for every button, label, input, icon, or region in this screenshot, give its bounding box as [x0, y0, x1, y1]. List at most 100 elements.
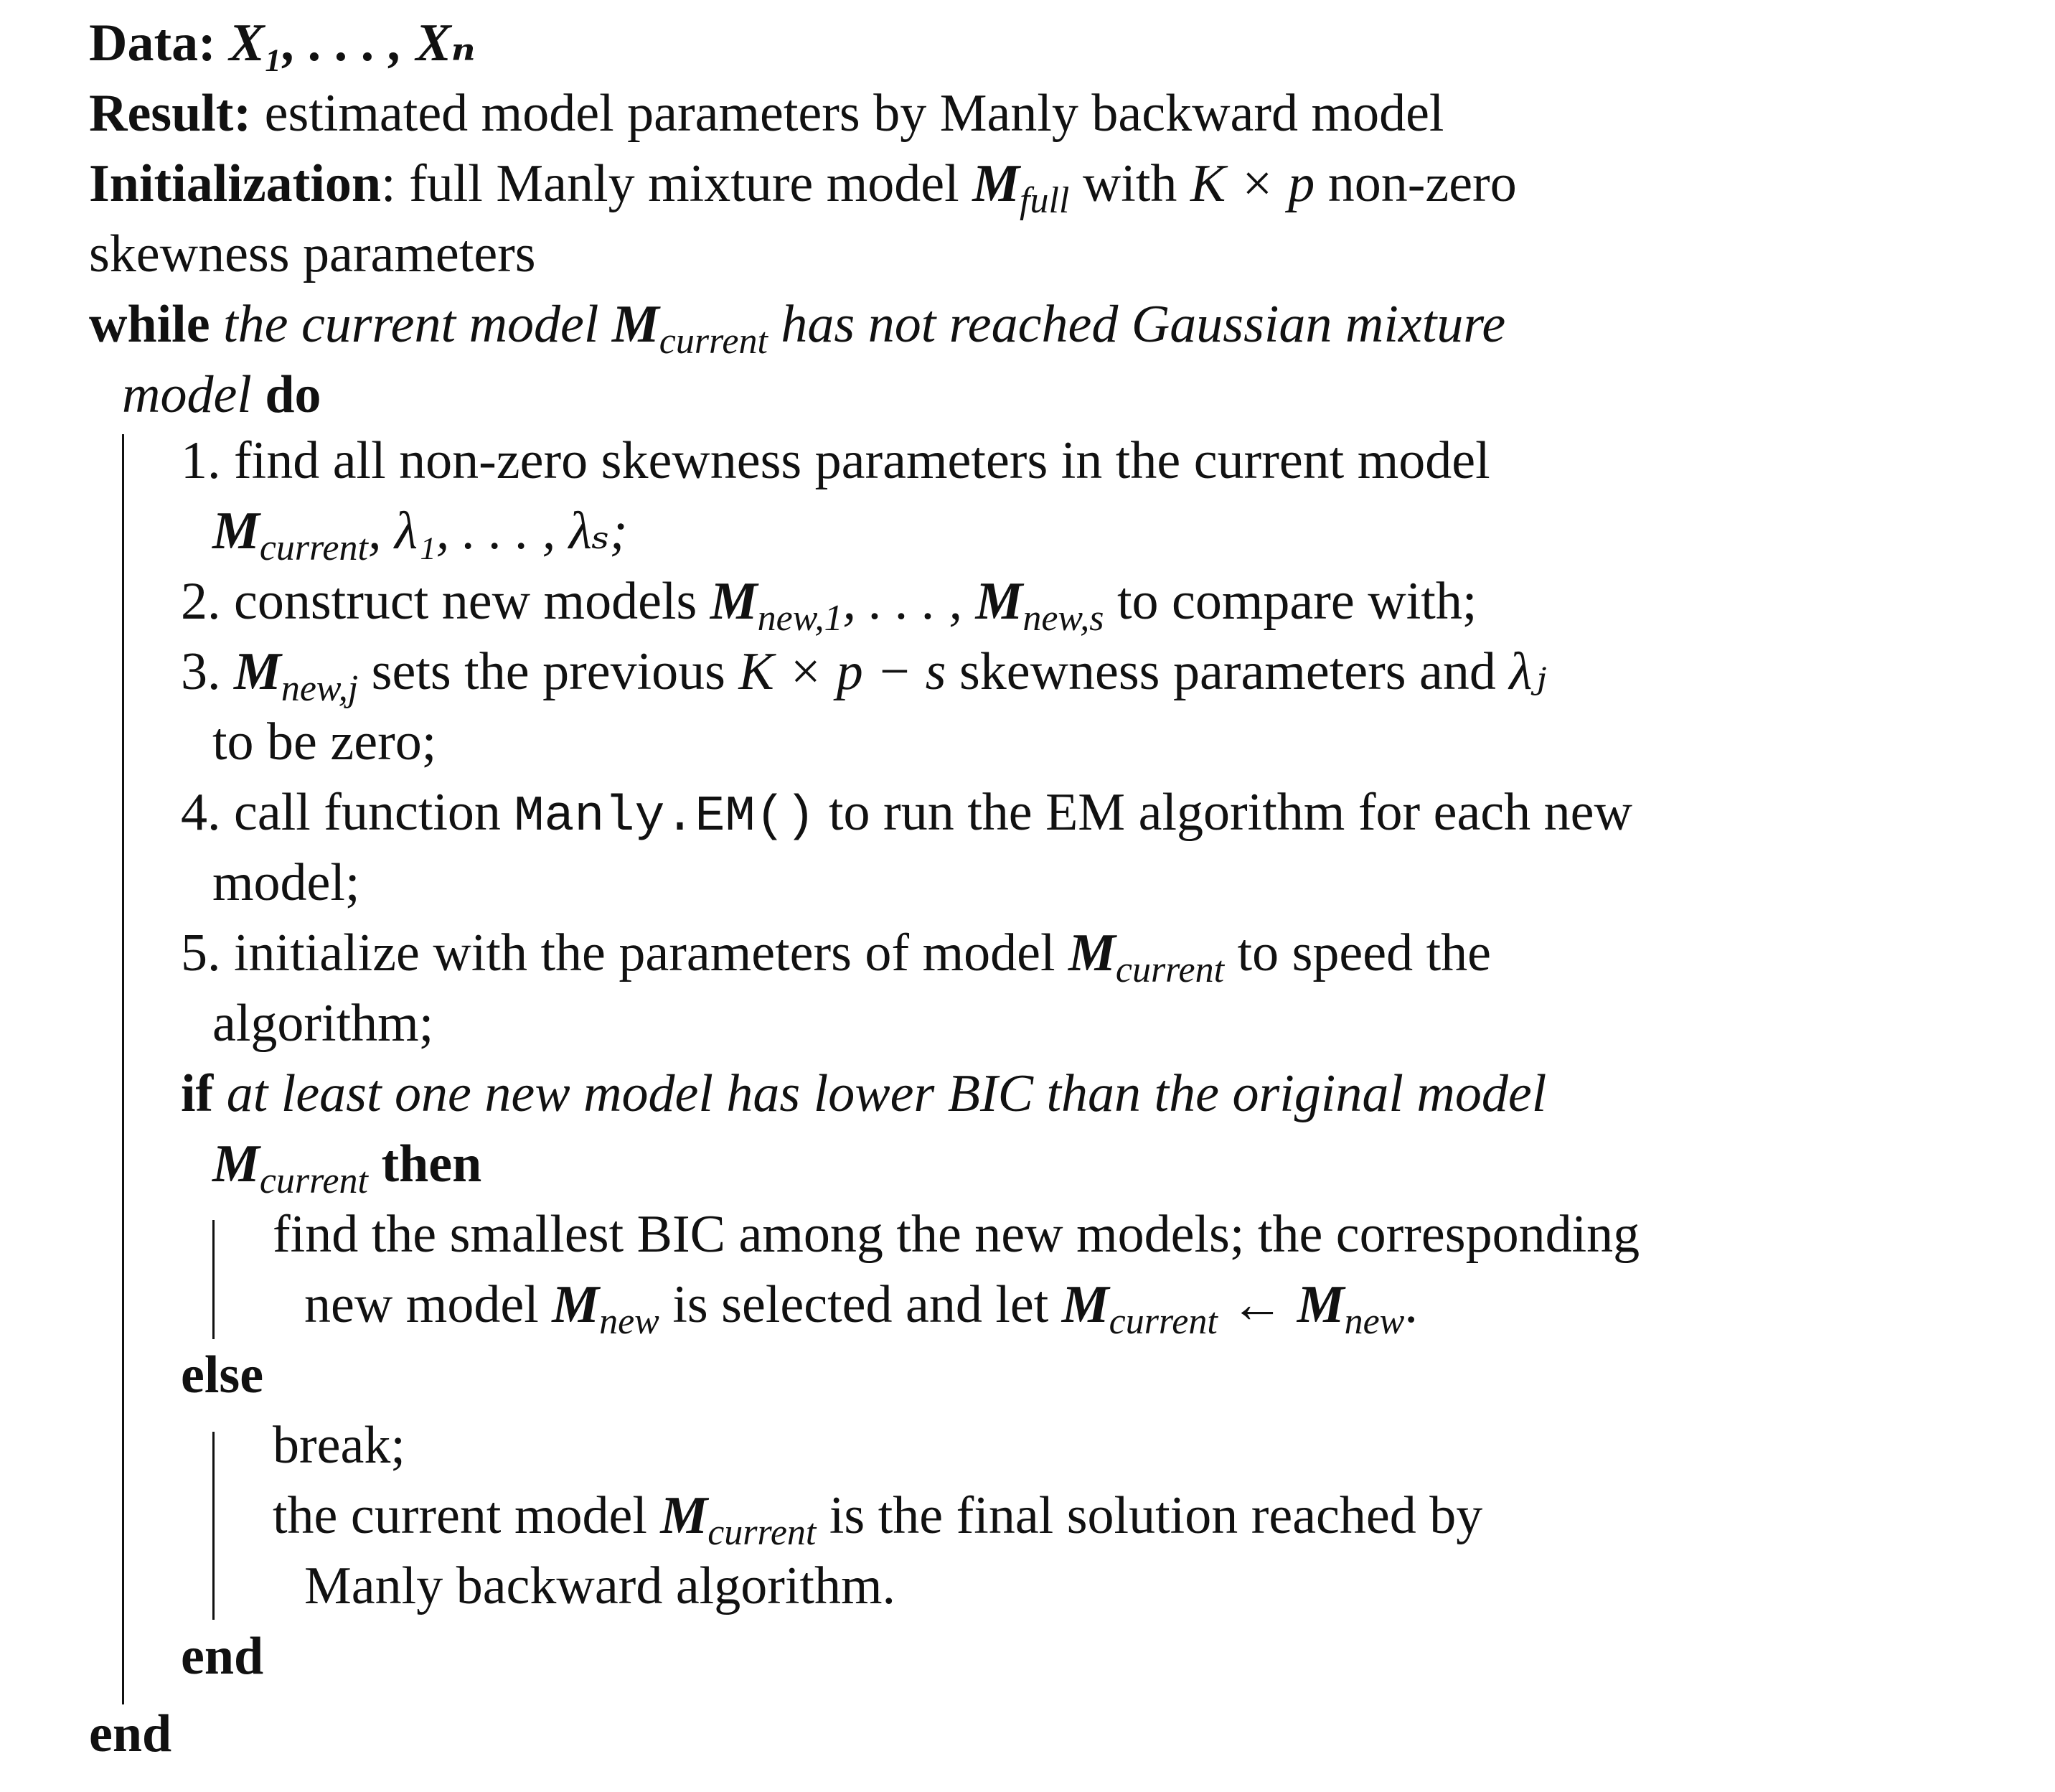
m-new-s-symbol: M	[975, 572, 1023, 631]
do-keyword: do	[265, 365, 321, 424]
function-name: Manly.EM()	[514, 789, 816, 845]
step-1: 1. find all non-zero skewness parameters…	[181, 425, 1490, 497]
step-1-continued: Mcurrent, λ₁, . . . , λₛ;	[212, 495, 627, 573]
step-2-text: 2. construct new models	[181, 572, 697, 631]
current-subscript: current	[1115, 949, 1225, 990]
else-break: break;	[273, 1409, 405, 1481]
initialization-text: : full Manly mixture model	[381, 154, 959, 213]
step-4-text-end: model;	[212, 853, 360, 912]
else-text: the current model	[273, 1486, 647, 1545]
then-body-continued: new model Mnew is selected and let Mcurr…	[304, 1269, 1418, 1346]
step-4-text-2: to run the EM algorithm for each new	[829, 783, 1632, 842]
m-new-j-symbol: M	[234, 642, 281, 701]
end-if-line: end	[181, 1620, 263, 1692]
result-line: Result: estimated model parameters by Ma…	[89, 78, 1444, 149]
step-3-text: sets the previous	[371, 642, 725, 701]
current-subscript: current	[259, 1160, 368, 1201]
m-current-symbol: M	[212, 1135, 260, 1193]
then-text-3: is selected and let	[672, 1275, 1049, 1334]
full-subscript: full	[1020, 180, 1070, 221]
step-2-text-end: to compare with;	[1116, 572, 1477, 631]
if-line: if at least one new model has lower BIC …	[181, 1058, 1546, 1130]
then-text-2: new model	[304, 1275, 539, 1334]
step-3-number: 3.	[181, 642, 221, 701]
while-condition-continued: has not reached Gaussian mixture	[781, 295, 1506, 354]
model-text: model	[122, 365, 252, 424]
while-line: while the current model Mcurrent has not…	[89, 288, 1505, 366]
new-1-subscript: new,1	[757, 598, 843, 639]
period: .	[1404, 1275, 1418, 1334]
else-keyword: else	[181, 1346, 264, 1404]
with-text: with	[1082, 154, 1177, 213]
new-s-subscript: new,s	[1022, 598, 1104, 639]
initialization-line: Initialization: full Manly mixture model…	[89, 148, 1517, 225]
else-body: the current model Mcurrent is the final …	[273, 1480, 1482, 1557]
k-times-p: K × p	[1190, 154, 1315, 213]
then-body: find the smallest BIC among the new mode…	[273, 1198, 1640, 1270]
step-5-text-end: algorithm;	[212, 994, 434, 1053]
non-zero-text: non-zero	[1327, 154, 1517, 213]
new-j-subscript: new,j	[281, 668, 359, 709]
step-3: 3. Mnew,j sets the previous K × p − s sk…	[181, 636, 1546, 713]
current-subscript: current	[659, 321, 768, 362]
skewness-parameters-text: skewness parameters	[89, 225, 536, 283]
ellipsis: , . . . ,	[842, 572, 963, 631]
end-while-keyword: end	[89, 1704, 172, 1763]
if-line-continued: Mcurrent then	[212, 1128, 481, 1206]
else-body-continued: Manly backward algorithm.	[304, 1550, 895, 1622]
while-condition: the current model	[223, 295, 599, 354]
else-block-rule	[212, 1432, 215, 1620]
m-current-symbol: M	[611, 295, 659, 354]
initialization-continued: skewness parameters	[89, 218, 536, 290]
data-variables: X₁, . . . , Xₙ	[229, 14, 476, 72]
then-block-rule	[212, 1220, 215, 1339]
m-current-symbol: M	[660, 1486, 708, 1545]
m-current-symbol: M	[1068, 924, 1116, 982]
if-keyword: if	[181, 1064, 214, 1123]
while-block-rule	[122, 434, 124, 1704]
m-current-symbol: M	[212, 502, 260, 560]
else-line: else	[181, 1339, 263, 1411]
step-3-continued: to be zero;	[212, 706, 436, 778]
if-condition: at least one new model has lower BIC tha…	[226, 1064, 1547, 1123]
end-if-keyword: end	[181, 1627, 264, 1686]
result-text: estimated model parameters by Manly back…	[264, 84, 1444, 143]
break-text: break;	[273, 1416, 405, 1475]
step-3-text-2: skewness parameters and	[959, 642, 1496, 701]
then-keyword: then	[381, 1135, 482, 1193]
m-full-symbol: M	[972, 154, 1020, 213]
step-2: 2. construct new models Mnew,1, . . . , …	[181, 566, 1477, 643]
m-new-symbol: M	[552, 1275, 600, 1334]
step-5: 5. initialize with the parameters of mod…	[181, 917, 1491, 995]
new-subscript: new	[599, 1301, 659, 1342]
result-keyword: Result:	[89, 84, 252, 143]
end-while-line: end	[89, 1698, 171, 1770]
else-text-2: is the final solution reached by	[829, 1486, 1483, 1545]
m-new-symbol: M	[1297, 1275, 1345, 1334]
step-3-text-end: to be zero;	[212, 713, 437, 771]
data-line: Data: X₁, . . . , Xₙ	[89, 7, 476, 79]
step-5-text-2: to speed the	[1237, 924, 1491, 982]
assign-arrow: ←	[1231, 1275, 1284, 1334]
lambda-list: , λ₁, . . . , λₛ;	[367, 502, 628, 560]
step-4-continued: model;	[212, 847, 360, 919]
lambda-j: λⱼ	[1509, 642, 1547, 701]
m-current-symbol: M	[1061, 1275, 1109, 1334]
k-times-p-minus-s: K × p − s	[738, 642, 946, 701]
step-1-text: 1. find all non-zero skewness parameters…	[181, 431, 1490, 490]
step-5-continued: algorithm;	[212, 988, 433, 1059]
else-text-3: Manly backward algorithm.	[304, 1557, 896, 1615]
while-line-continued: model do	[122, 359, 321, 431]
current-subscript: current	[259, 527, 368, 568]
while-keyword: while	[89, 295, 210, 354]
new-subscript: new	[1344, 1301, 1405, 1342]
data-keyword: Data:	[89, 14, 216, 72]
step-4-text: 4. call function	[181, 783, 501, 842]
current-subscript: current	[1109, 1301, 1218, 1342]
step-5-text: 5. initialize with the parameters of mod…	[181, 924, 1055, 982]
initialization-keyword: Initialization	[89, 154, 382, 213]
current-subscript: current	[707, 1512, 817, 1553]
m-new-1-symbol: M	[710, 572, 758, 631]
then-text: find the smallest BIC among the new mode…	[273, 1205, 1640, 1264]
step-4: 4. call function Manly.EM() to run the E…	[181, 777, 1632, 853]
